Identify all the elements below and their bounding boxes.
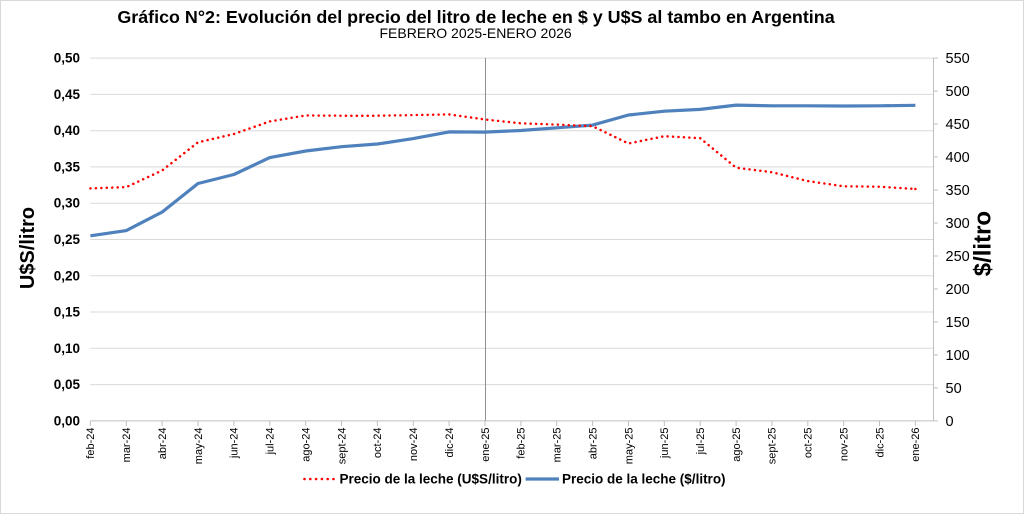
svg-text:0,10: 0,10 [54, 341, 80, 356]
svg-text:nov-24: nov-24 [408, 428, 420, 462]
svg-text:0,40: 0,40 [54, 123, 80, 138]
svg-text:0: 0 [946, 414, 954, 430]
svg-text:sept-24: sept-24 [336, 428, 348, 465]
svg-text:0,50: 0,50 [54, 51, 80, 66]
svg-text:0,30: 0,30 [54, 196, 80, 211]
svg-text:200: 200 [946, 282, 970, 298]
svg-text:abr-24: abr-24 [157, 428, 169, 460]
svg-text:ago-24: ago-24 [301, 428, 313, 462]
svg-text:may-24: may-24 [193, 428, 205, 465]
svg-text:nov-25: nov-25 [839, 428, 851, 462]
svg-text:U$S/litro: U$S/litro [17, 207, 39, 289]
svg-text:jun-24: jun-24 [229, 428, 241, 460]
svg-text:500: 500 [946, 84, 970, 100]
svg-text:Gráfico N°2: Evolución del pre: Gráfico N°2: Evolución del precio del li… [117, 7, 835, 27]
svg-text:50: 50 [946, 381, 962, 397]
svg-text:jun-25: jun-25 [659, 428, 671, 460]
svg-text:mar-25: mar-25 [552, 428, 564, 463]
svg-text:jul-25: jul-25 [695, 428, 707, 456]
svg-text:mar-24: mar-24 [121, 428, 133, 463]
svg-text:FEBRERO 2025-ENERO 2026: FEBRERO 2025-ENERO 2026 [379, 25, 571, 41]
svg-text:ene-25: ene-25 [480, 428, 492, 462]
svg-text:150: 150 [946, 315, 970, 331]
svg-text:$/litro: $/litro [970, 211, 997, 276]
svg-text:jul-24: jul-24 [265, 428, 277, 456]
svg-text:350: 350 [946, 183, 970, 199]
svg-text:dic-25: dic-25 [874, 428, 886, 458]
svg-text:oct-25: oct-25 [803, 428, 815, 459]
svg-text:may-25: may-25 [623, 428, 635, 465]
svg-text:Precio de la leche (U$S/litro): Precio de la leche (U$S/litro) [340, 472, 522, 487]
svg-text:0,35: 0,35 [54, 159, 81, 174]
svg-text:450: 450 [946, 117, 970, 133]
svg-text:feb-25: feb-25 [516, 428, 528, 459]
svg-text:400: 400 [946, 150, 970, 166]
svg-text:ene-26: ene-26 [910, 428, 922, 462]
svg-text:0,25: 0,25 [54, 232, 81, 247]
svg-text:0,05: 0,05 [54, 377, 81, 392]
svg-text:Precio de la leche ($/litro): Precio de la leche ($/litro) [562, 472, 726, 487]
svg-text:ago-25: ago-25 [731, 428, 743, 462]
svg-text:abr-25: abr-25 [587, 428, 599, 460]
svg-text:0,20: 0,20 [54, 268, 80, 283]
svg-text:0,00: 0,00 [54, 413, 80, 428]
svg-text:oct-24: oct-24 [372, 428, 384, 459]
svg-text:300: 300 [946, 216, 970, 232]
svg-text:250: 250 [946, 249, 970, 265]
svg-text:0,45: 0,45 [54, 87, 81, 102]
svg-text:sept-25: sept-25 [767, 428, 779, 465]
svg-text:550: 550 [946, 51, 970, 67]
svg-text:feb-24: feb-24 [85, 428, 97, 459]
svg-text:0,15: 0,15 [54, 305, 81, 320]
svg-text:100: 100 [946, 348, 970, 364]
svg-text:dic-24: dic-24 [444, 428, 456, 458]
